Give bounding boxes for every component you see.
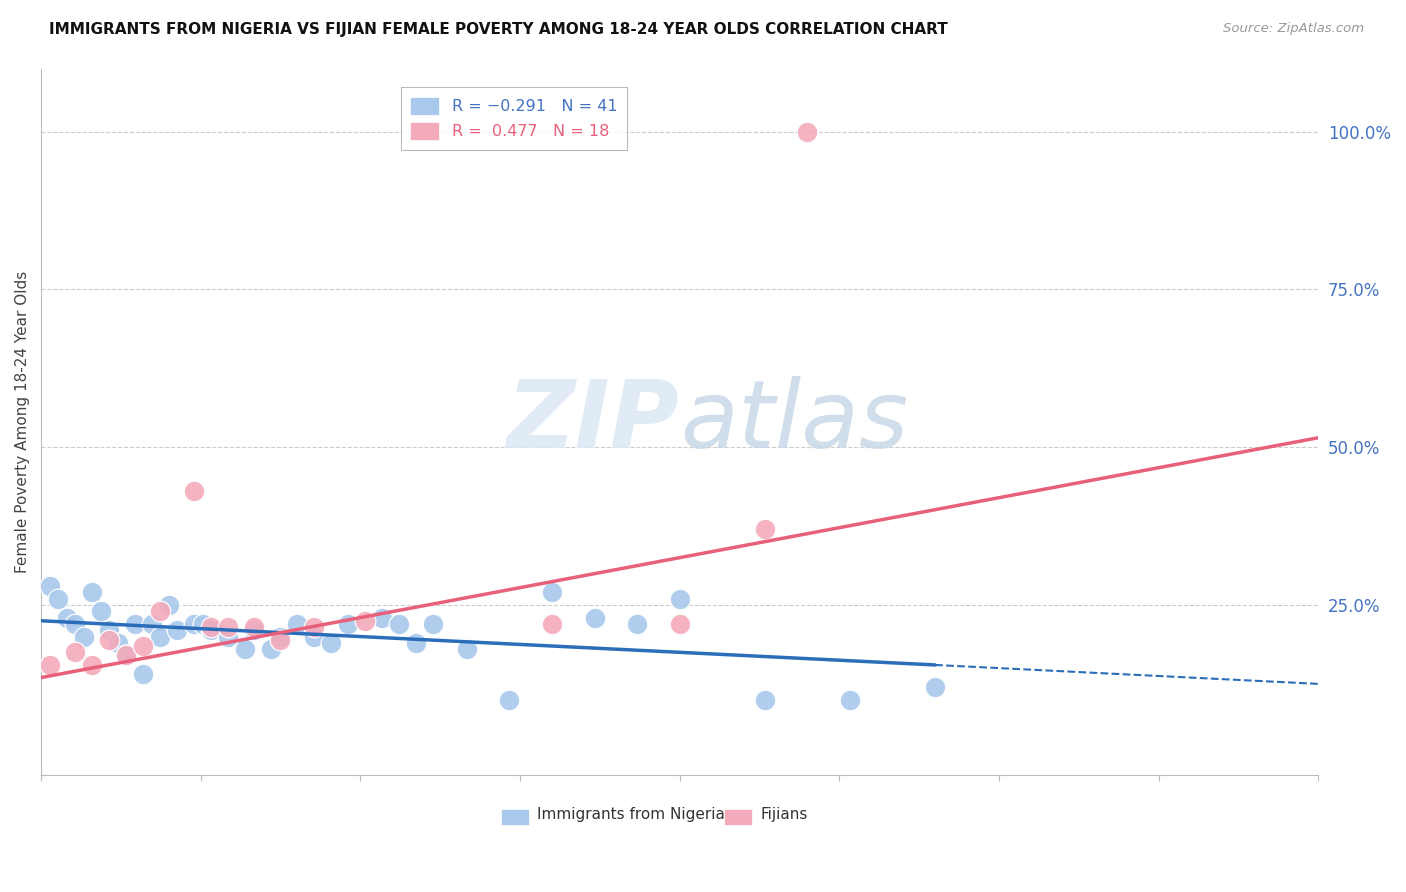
Point — [456, 642, 478, 657]
Text: Fijians: Fijians — [761, 806, 807, 822]
Point — [405, 636, 427, 650]
Point — [38, 657, 60, 672]
Point — [55, 610, 77, 624]
Point — [149, 630, 172, 644]
Point — [200, 620, 222, 634]
Point — [302, 620, 325, 634]
Point — [149, 604, 172, 618]
FancyBboxPatch shape — [724, 809, 752, 825]
Point — [200, 624, 222, 638]
Point — [243, 620, 266, 634]
Point — [98, 624, 121, 638]
Point — [388, 616, 411, 631]
Point — [353, 614, 375, 628]
Point — [73, 630, 96, 644]
Point — [98, 632, 121, 647]
Y-axis label: Female Poverty Among 18-24 Year Olds: Female Poverty Among 18-24 Year Olds — [15, 271, 30, 573]
Point — [541, 585, 564, 599]
Point — [839, 692, 862, 706]
Point — [217, 630, 239, 644]
Point — [141, 616, 163, 631]
Text: Source: ZipAtlas.com: Source: ZipAtlas.com — [1223, 22, 1364, 36]
Point — [82, 657, 104, 672]
Point — [498, 692, 520, 706]
Legend: R = −0.291   N = 41, R =  0.477   N = 18: R = −0.291 N = 41, R = 0.477 N = 18 — [401, 87, 627, 150]
Point — [285, 616, 308, 631]
Point — [243, 624, 266, 638]
Point — [157, 598, 180, 612]
Point — [217, 620, 239, 634]
Point — [191, 616, 214, 631]
Point — [183, 484, 205, 499]
Point — [132, 639, 155, 653]
Point — [183, 616, 205, 631]
Point — [796, 125, 818, 139]
Point — [269, 632, 291, 647]
Point — [422, 616, 444, 631]
Point — [235, 642, 257, 657]
Point — [260, 642, 283, 657]
Point — [754, 522, 776, 536]
Point — [38, 579, 60, 593]
Point — [319, 636, 342, 650]
Point — [63, 645, 86, 659]
Point — [924, 680, 946, 694]
Point — [668, 591, 690, 606]
Point — [541, 616, 564, 631]
Point — [115, 648, 138, 663]
Point — [63, 616, 86, 631]
Text: IMMIGRANTS FROM NIGERIA VS FIJIAN FEMALE POVERTY AMONG 18-24 YEAR OLDS CORRELATI: IMMIGRANTS FROM NIGERIA VS FIJIAN FEMALE… — [49, 22, 948, 37]
Point — [82, 585, 104, 599]
Text: Immigrants from Nigeria: Immigrants from Nigeria — [537, 806, 724, 822]
Point — [107, 636, 129, 650]
Point — [754, 692, 776, 706]
Point — [370, 610, 392, 624]
Point — [302, 630, 325, 644]
Point — [583, 610, 606, 624]
Point — [124, 616, 146, 631]
Point — [626, 616, 648, 631]
Text: atlas: atlas — [679, 376, 908, 467]
Point — [115, 648, 138, 663]
Point — [46, 591, 69, 606]
Point — [269, 630, 291, 644]
Point — [90, 604, 112, 618]
Point — [336, 616, 359, 631]
Point — [668, 616, 690, 631]
FancyBboxPatch shape — [501, 809, 529, 825]
Text: ZIP: ZIP — [506, 376, 679, 468]
Point — [132, 667, 155, 681]
Point — [166, 624, 188, 638]
